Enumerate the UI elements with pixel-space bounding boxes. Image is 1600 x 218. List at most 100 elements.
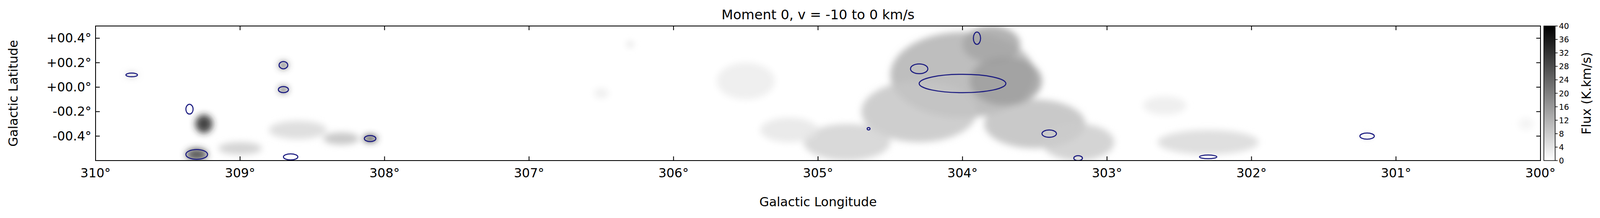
- cb-tick: [1555, 25, 1558, 27]
- emission: [125, 25, 1533, 161]
- contour: [283, 153, 298, 161]
- emission-blob: [969, 56, 1042, 106]
- contour: [1042, 129, 1057, 138]
- x-tick-top: [239, 25, 241, 31]
- colorbar: [1543, 25, 1556, 161]
- emission-blob: [218, 142, 262, 155]
- emission-blob: [363, 134, 378, 143]
- contour: [185, 104, 193, 115]
- y-tick-label: -00.4°: [52, 128, 92, 144]
- cb-tick-label: 0: [1558, 155, 1564, 166]
- cb-tick: [1555, 66, 1558, 68]
- cb-tick-label: 32: [1558, 48, 1569, 58]
- x-tick-top: [1540, 25, 1541, 31]
- emission-blob: [760, 117, 819, 143]
- contour: [185, 149, 208, 160]
- x-tick-top: [1395, 25, 1397, 31]
- x-tick: [1106, 156, 1108, 161]
- title: Moment 0, v = -10 to 0 km/s: [721, 6, 915, 23]
- emission-blob: [1157, 129, 1259, 155]
- y-tick: [95, 111, 100, 112]
- cb-tick-label: 4: [1558, 142, 1564, 152]
- x-tick: [1395, 156, 1397, 161]
- contour: [867, 127, 871, 130]
- y-tick-right: [1536, 86, 1541, 88]
- x-tick: [817, 156, 819, 161]
- cb-tick: [1555, 160, 1558, 161]
- emission-blob: [125, 72, 138, 77]
- contour: [1199, 155, 1217, 159]
- cb-tick-label: 24: [1558, 75, 1569, 85]
- y-tick-label: +00.0°: [46, 79, 92, 95]
- y-tick-right: [1536, 37, 1541, 39]
- y-axis-title: Galactic Latitude: [5, 39, 21, 147]
- emission-blob: [185, 148, 208, 161]
- x-tick-label: 307°: [513, 165, 545, 181]
- x-tick: [528, 156, 530, 161]
- emission-blob: [195, 114, 213, 134]
- emission-blob: [1361, 133, 1374, 139]
- cb-tick: [1555, 146, 1558, 148]
- x-tick: [1540, 156, 1541, 161]
- contour: [279, 61, 288, 70]
- cb-tick-label: 20: [1558, 88, 1569, 99]
- map: Moment 0, v = -10 to 0 km/s 310° 309° 308° 3…: [0, 0, 1600, 218]
- x-tick-label: 308°: [369, 165, 400, 181]
- cb-tick: [1555, 133, 1558, 135]
- cb-tick: [1555, 119, 1558, 121]
- cb-tick: [1555, 93, 1558, 94]
- y-tick: [95, 37, 100, 39]
- emission-blob: [323, 132, 360, 145]
- cb-tick: [1555, 79, 1558, 81]
- contour: [278, 86, 289, 93]
- cb-tick-label: 28: [1558, 61, 1569, 71]
- emission-blob: [593, 88, 609, 99]
- x-tick: [95, 156, 96, 161]
- cb-tick: [1555, 38, 1558, 40]
- x-tick-label: 310°: [80, 165, 111, 181]
- emission-blob: [1042, 123, 1115, 161]
- cb-tick-label: 12: [1558, 115, 1569, 125]
- x-tick-top: [962, 25, 963, 31]
- contour: [125, 72, 138, 77]
- x-axis-title: Galactic Longitude: [759, 194, 877, 210]
- cb-tick-label: 40: [1558, 21, 1569, 31]
- contour: [910, 63, 928, 74]
- emission-blob: [626, 41, 634, 48]
- x-tick: [962, 156, 963, 161]
- cb-tick-label: 16: [1558, 102, 1569, 112]
- emission-blob: [716, 62, 775, 100]
- contour: [1073, 155, 1083, 161]
- y-tick-right: [1536, 62, 1541, 64]
- contour: [364, 135, 377, 142]
- x-tick-label: 309°: [225, 165, 256, 181]
- x-tick-label: 300°: [1525, 165, 1556, 181]
- x-tick: [239, 156, 241, 161]
- x-tick: [383, 156, 385, 161]
- x-tick-top: [383, 25, 385, 31]
- x-tick-label: 305°: [802, 165, 833, 181]
- contour: [919, 74, 1007, 93]
- frame: [95, 25, 1541, 161]
- x-tick-top: [95, 25, 96, 31]
- y-tick: [95, 135, 100, 137]
- x-tick-label: 302°: [1236, 165, 1267, 181]
- x-tick-label: 304°: [947, 165, 978, 181]
- emission-blob: [1518, 117, 1533, 130]
- x-tick-top: [528, 25, 530, 31]
- y-tick: [95, 86, 100, 88]
- x-tick-label: 301°: [1380, 165, 1411, 181]
- x-tick-top: [1106, 25, 1108, 31]
- x-tick: [1251, 156, 1253, 161]
- y-tick-right: [1536, 135, 1541, 137]
- x-tick-label: 306°: [658, 165, 689, 181]
- emission-blob: [1143, 96, 1187, 115]
- x-tick-top: [673, 25, 675, 31]
- cb-tick-label: 36: [1558, 34, 1569, 45]
- x-tick-label: 303°: [1091, 165, 1123, 181]
- colorbar-label: Flux (K.km/s): [1579, 51, 1594, 135]
- contour: [973, 32, 981, 45]
- cb-tick-label: 8: [1558, 129, 1564, 139]
- x-tick-top: [817, 25, 819, 31]
- cb-tick: [1555, 106, 1558, 108]
